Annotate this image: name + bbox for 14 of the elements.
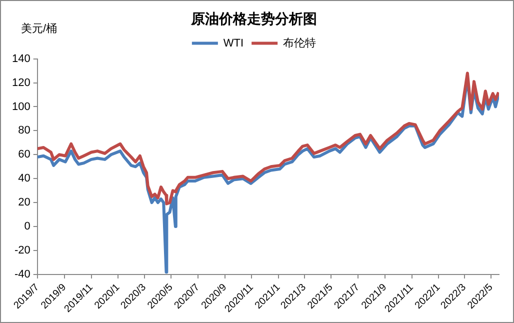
chart-title: 原油价格走势分析图 xyxy=(190,10,317,26)
y-tick-label: 0 xyxy=(24,220,30,233)
y-tick-label: 120 xyxy=(12,76,30,89)
y-tick-label: -20 xyxy=(14,244,30,257)
y-tick-label: -40 xyxy=(14,268,30,281)
y-axis-title: 美元/桶 xyxy=(21,22,58,36)
y-tick-label: 100 xyxy=(12,100,30,113)
legend-label: WTI xyxy=(223,37,244,50)
legend-label: 布伦特 xyxy=(283,37,316,50)
y-tick-label: 20 xyxy=(18,196,30,209)
y-tick-label: 40 xyxy=(18,172,30,185)
y-tick-label: 60 xyxy=(18,148,30,161)
y-tick-label: 140 xyxy=(12,52,30,65)
y-tick-label: 80 xyxy=(18,124,30,137)
